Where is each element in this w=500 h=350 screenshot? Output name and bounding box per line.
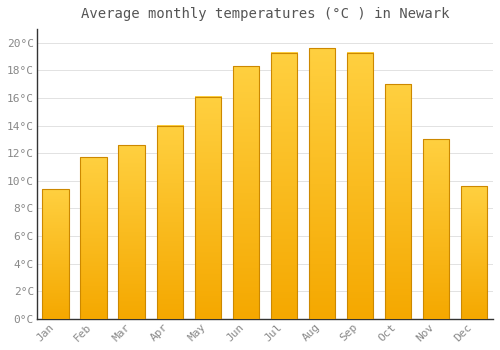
Bar: [232, 66, 259, 319]
Bar: [308, 48, 335, 319]
Bar: [118, 145, 145, 319]
Bar: [80, 158, 107, 319]
Bar: [194, 97, 221, 319]
Bar: [460, 187, 487, 319]
Title: Average monthly temperatures (°C ) in Newark: Average monthly temperatures (°C ) in Ne…: [80, 7, 449, 21]
Bar: [270, 52, 297, 319]
Bar: [384, 84, 411, 319]
Bar: [42, 189, 69, 319]
Bar: [156, 126, 183, 319]
Bar: [422, 139, 450, 319]
Bar: [346, 52, 374, 319]
